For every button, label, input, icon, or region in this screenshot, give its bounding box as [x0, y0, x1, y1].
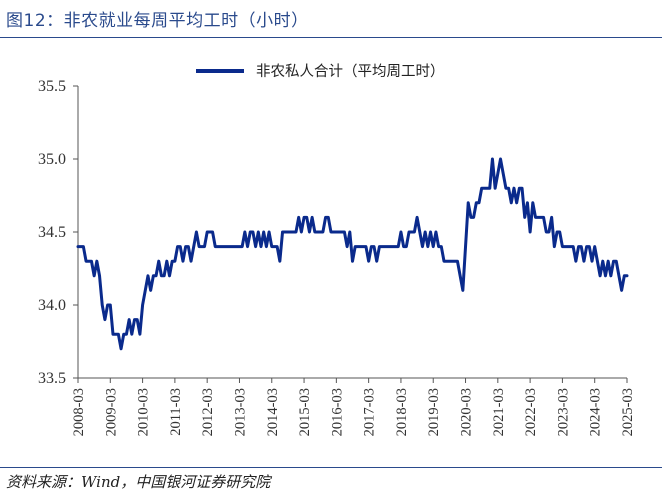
y-tick-label: 34.0: [38, 297, 66, 314]
x-tick-label: 2012-03: [200, 388, 216, 436]
x-tick-label: 2025-03: [620, 388, 636, 436]
x-tick-label: 2021-03: [491, 388, 507, 436]
legend: 非农私人合计（平均周工时）: [196, 63, 445, 80]
x-tick-label: 2018-03: [394, 388, 410, 436]
x-tick-label: 2010-03: [136, 388, 152, 436]
x-tick-label: 2016-03: [329, 388, 345, 436]
y-tick-label: 35.0: [38, 151, 66, 168]
series-line-0: [76, 157, 629, 351]
source-note: 资料来源：Wind，中国银河证券研究院: [6, 473, 271, 491]
x-tick-label: 2008-03: [71, 388, 87, 436]
plot-area: [76, 157, 629, 351]
x-tick-label: 2024-03: [588, 388, 604, 436]
x-tick-label: 2013-03: [232, 388, 248, 436]
x-tick-label: 2017-03: [362, 388, 378, 436]
x-tick-label: 2023-03: [555, 388, 571, 436]
x-tick-label: 2011-03: [168, 388, 184, 436]
legend-label: 非农私人合计（平均周工时）: [256, 63, 445, 80]
y-tick-label: 33.5: [38, 370, 66, 387]
y-tick-label: 35.5: [38, 78, 66, 95]
footer-divider: [0, 467, 662, 468]
y-axis: 35.5 35.0 34.5 34.0 33.5: [38, 78, 79, 387]
figure-title: 图12：非农就业每周平均工时（小时）: [6, 11, 309, 31]
x-tick-label: 2020-03: [459, 388, 475, 436]
x-axis: 2008-03 2009-03 2010-03 2011-03 2012-03 2013-…: [71, 377, 636, 436]
x-tick-label: 2015-03: [297, 388, 313, 436]
title-divider: [0, 37, 662, 38]
x-tick-label: 2019-03: [426, 388, 442, 436]
x-tick-label: 2009-03: [103, 388, 119, 436]
y-tick-label: 34.5: [38, 224, 66, 241]
x-tick-label: 2014-03: [265, 388, 281, 436]
x-tick-label: 2022-03: [523, 388, 539, 436]
